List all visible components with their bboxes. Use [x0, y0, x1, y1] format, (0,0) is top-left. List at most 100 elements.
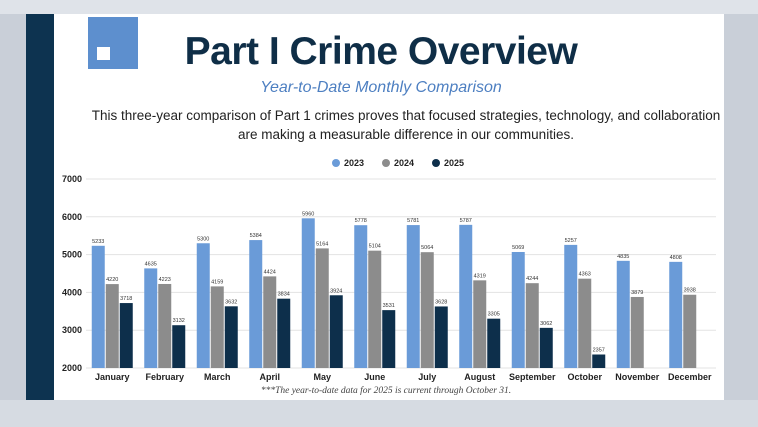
data-label: 5781 — [407, 218, 419, 224]
x-tick-label: September — [509, 372, 556, 382]
bar — [592, 354, 606, 368]
data-label: 3924 — [330, 288, 342, 294]
data-label: 2357 — [593, 348, 605, 354]
data-label: 5069 — [512, 245, 524, 251]
footnote: ***The year-to-date data for 2025 is cur… — [260, 386, 512, 396]
data-label: 5233 — [92, 239, 104, 245]
data-label: 4363 — [579, 272, 591, 278]
bar — [196, 243, 210, 368]
x-tick-label: July — [418, 372, 436, 382]
data-label: 5778 — [355, 218, 367, 224]
data-label: 5164 — [316, 241, 328, 247]
data-label: 4808 — [670, 255, 682, 261]
bar — [578, 278, 592, 368]
x-tick-label: June — [364, 372, 385, 382]
x-tick-label: November — [615, 372, 660, 382]
page-title: Part I Crime Overview — [184, 30, 578, 73]
sidebar-stripe — [26, 14, 54, 400]
logo-square — [88, 17, 138, 69]
legend-marker — [432, 159, 440, 167]
bar — [511, 251, 525, 368]
x-tick-label: October — [567, 372, 602, 382]
bar — [144, 268, 158, 368]
y-tick-label: 5000 — [62, 250, 82, 260]
data-label: 5787 — [460, 218, 472, 224]
data-label: 3305 — [488, 312, 500, 318]
logo-square-inner — [97, 47, 110, 60]
bar — [249, 240, 263, 368]
x-tick-label: April — [259, 372, 280, 382]
data-label: 4319 — [474, 273, 486, 279]
bar — [564, 244, 578, 368]
data-label: 3062 — [540, 321, 552, 327]
bar — [263, 276, 277, 368]
bar — [277, 298, 291, 368]
bar — [105, 284, 119, 368]
bar — [368, 250, 382, 368]
bar — [420, 252, 434, 368]
data-label: 3938 — [684, 288, 696, 294]
bar — [459, 224, 473, 368]
x-tick-label: January — [95, 372, 130, 382]
bar — [525, 283, 539, 368]
legend-label: 2025 — [444, 158, 464, 168]
bar — [329, 295, 343, 368]
bar — [473, 280, 487, 368]
bar — [669, 261, 683, 368]
bar — [91, 245, 105, 368]
legend-marker — [382, 159, 390, 167]
bar — [354, 225, 368, 368]
data-label: 5384 — [250, 233, 262, 239]
x-tick-label: August — [464, 372, 495, 382]
bar — [301, 218, 315, 368]
data-label: 4220 — [106, 277, 118, 283]
data-label: 5960 — [302, 211, 314, 217]
y-tick-label: 3000 — [62, 325, 82, 335]
data-label: 3531 — [383, 303, 395, 309]
bar — [382, 310, 396, 368]
data-label: 4635 — [145, 261, 157, 267]
x-tick-label: February — [145, 372, 184, 382]
bar — [224, 306, 238, 368]
bar — [315, 248, 329, 368]
data-label: 3718 — [120, 296, 132, 302]
bar — [539, 327, 553, 368]
bar — [210, 286, 224, 368]
bar — [616, 260, 630, 368]
data-label: 4424 — [264, 269, 276, 275]
data-label: 4244 — [526, 276, 538, 282]
data-label: 3834 — [278, 292, 290, 298]
data-label: 5300 — [197, 236, 209, 242]
bar — [487, 318, 501, 368]
bar — [119, 303, 133, 368]
y-tick-label: 6000 — [62, 212, 82, 222]
bar — [158, 283, 172, 368]
infographic-card: Part I Crime Overview Year-to-Date Month… — [26, 14, 724, 400]
y-tick-label: 4000 — [62, 287, 82, 297]
page-description: This three-year comparison of Part 1 cri… — [91, 108, 721, 142]
x-tick-label: March — [204, 372, 231, 382]
data-label: 4223 — [159, 277, 171, 283]
y-tick-label: 2000 — [62, 363, 82, 373]
bar — [683, 294, 697, 368]
data-label: 3879 — [631, 290, 643, 296]
legend-label: 2023 — [344, 158, 364, 168]
data-label: 5064 — [421, 245, 433, 251]
data-label: 3628 — [435, 299, 447, 305]
data-label: 4159 — [211, 279, 223, 285]
y-tick-label: 7000 — [62, 174, 82, 184]
bar — [406, 225, 420, 368]
bar — [172, 325, 186, 368]
x-tick-label: December — [668, 372, 712, 382]
bar — [630, 296, 644, 368]
data-label: 5257 — [565, 238, 577, 244]
data-label: 5104 — [369, 244, 381, 250]
bar — [434, 306, 448, 368]
background-bottom — [0, 400, 758, 427]
x-tick-label: May — [313, 372, 331, 382]
data-label: 3132 — [173, 318, 185, 324]
page-subtitle: Year-to-Date Monthly Comparison — [260, 79, 502, 96]
legend-marker — [332, 159, 340, 167]
data-label: 4835 — [617, 254, 629, 260]
background-top — [0, 0, 758, 14]
